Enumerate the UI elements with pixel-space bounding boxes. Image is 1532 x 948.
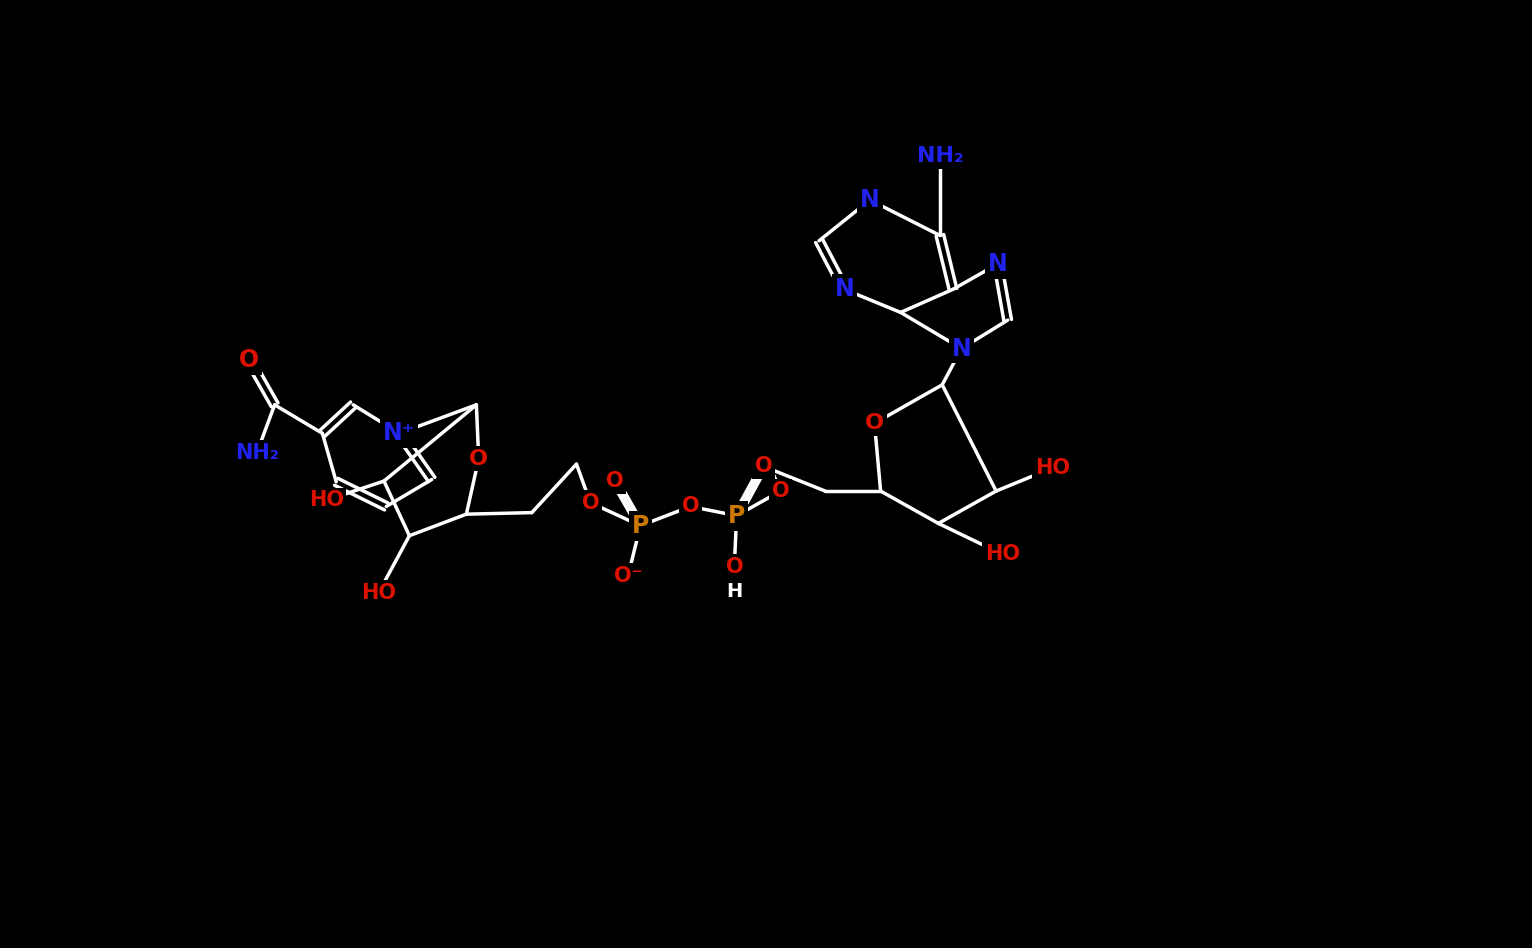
Text: O: O	[755, 456, 772, 477]
Text: H: H	[726, 582, 743, 601]
Text: N⁺: N⁺	[383, 421, 415, 446]
Text: O: O	[772, 481, 789, 501]
Text: O: O	[469, 448, 489, 468]
Text: O: O	[726, 556, 743, 576]
Text: HO: HO	[362, 583, 397, 603]
Text: P: P	[728, 503, 746, 528]
Text: HO: HO	[1034, 458, 1069, 478]
Text: N: N	[951, 337, 971, 360]
Text: N: N	[859, 188, 879, 212]
Text: P: P	[631, 514, 650, 538]
Text: O⁻: O⁻	[614, 566, 642, 586]
Text: O: O	[607, 471, 624, 491]
Text: O: O	[239, 348, 259, 373]
Text: HO: HO	[985, 544, 1020, 564]
Text: HO: HO	[309, 490, 343, 510]
Text: NH₂: NH₂	[916, 146, 964, 166]
Text: NH₂: NH₂	[234, 443, 279, 463]
Text: N: N	[835, 278, 855, 301]
Text: O: O	[582, 493, 599, 513]
Text: O: O	[682, 497, 699, 517]
Text: N: N	[988, 252, 1008, 276]
Text: O: O	[866, 413, 884, 433]
